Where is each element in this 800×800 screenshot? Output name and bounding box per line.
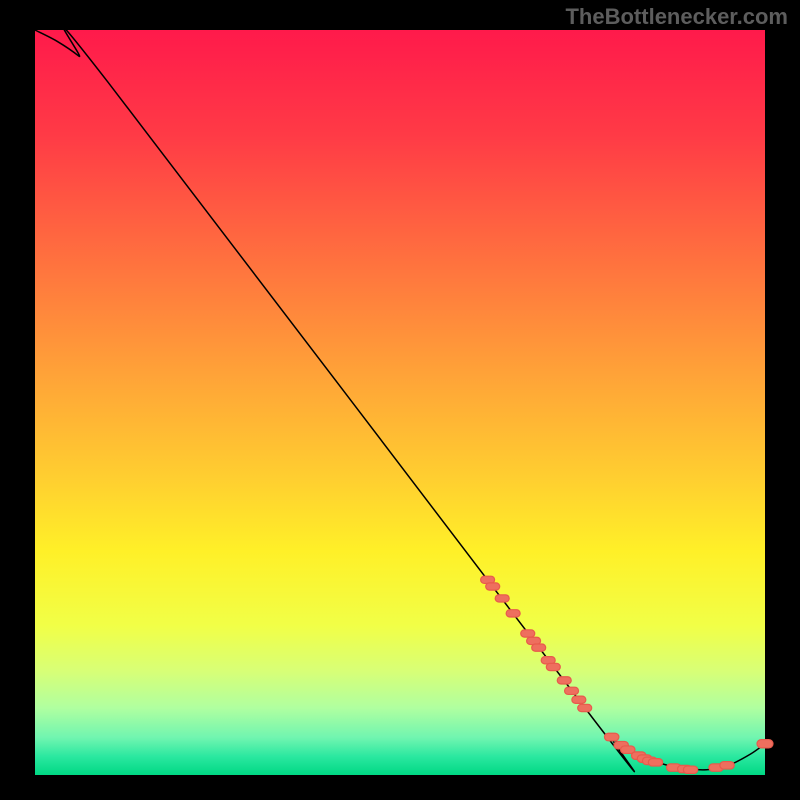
chart-svg (0, 0, 800, 800)
data-marker (572, 696, 586, 703)
data-marker (521, 630, 535, 637)
data-marker (486, 583, 500, 590)
data-marker (532, 644, 546, 651)
data-marker (495, 595, 509, 602)
data-marker (720, 762, 734, 769)
data-marker (648, 759, 662, 766)
data-marker (757, 740, 773, 748)
chart-frame: TheBottlenecker.com (0, 0, 800, 800)
data-marker (683, 766, 697, 773)
data-marker (557, 677, 571, 684)
data-marker (506, 610, 520, 617)
data-marker (605, 733, 619, 740)
data-marker (546, 663, 560, 670)
plot-area (35, 30, 765, 775)
data-marker (578, 704, 592, 711)
data-marker (565, 687, 579, 694)
